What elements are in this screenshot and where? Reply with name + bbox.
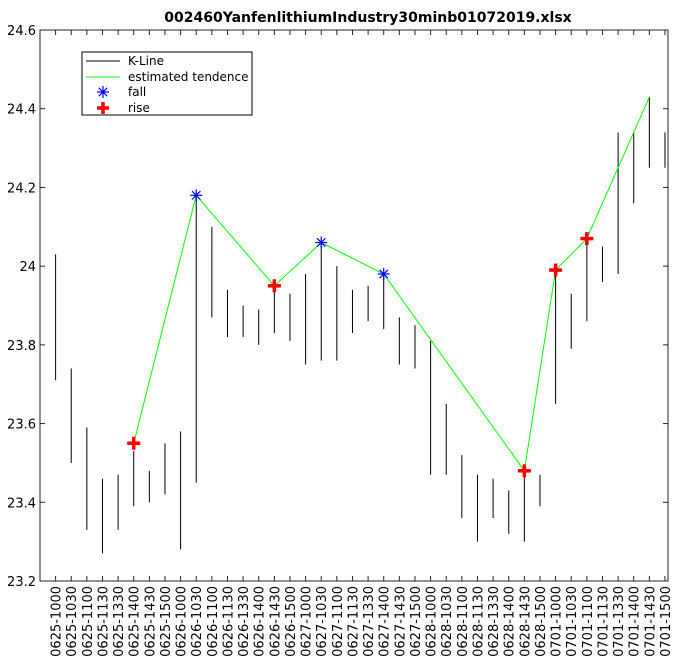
- y-tick-label: 24.2: [7, 181, 36, 196]
- y-tick-label: 23.4: [7, 496, 36, 511]
- x-tick-label: 0628-1030: [440, 586, 455, 657]
- x-tick-label: 0626-1130: [221, 586, 236, 657]
- legend-kline-label: K-Line: [128, 54, 164, 68]
- x-tick-label: 0625-1500: [159, 586, 174, 657]
- legend-fall-swatch: [97, 86, 109, 98]
- x-tick-label: 0701-1400: [628, 586, 643, 657]
- x-tick-label: 0627-1430: [393, 586, 408, 657]
- plot-frame: [39, 29, 669, 582]
- x-tick-label: 0627-1400: [378, 586, 393, 657]
- x-tick-label: 0628-1000: [425, 586, 440, 657]
- x-tick-label: 0626-1100: [206, 586, 221, 657]
- rise-marker: [549, 263, 563, 277]
- legend: K-Line estimated tendence fall rise: [81, 51, 253, 116]
- x-tick-label: 0701-1030: [565, 586, 580, 657]
- fall-marker: [315, 236, 328, 249]
- legend-tendence-label: estimated tendence: [128, 70, 249, 84]
- rise-marker: [517, 464, 531, 478]
- x-tick-label: 0628-1500: [534, 586, 549, 657]
- fall-marker: [377, 268, 390, 281]
- x-tick-label: 0628-1100: [456, 586, 471, 657]
- legend-rise-label: rise: [128, 101, 150, 115]
- x-tick-label: 0625-1430: [143, 586, 158, 657]
- x-tick-label: 0625-1330: [112, 586, 127, 657]
- x-tick-label: 0701-1500: [659, 586, 674, 657]
- y-tick-label: 24.4: [7, 103, 36, 118]
- x-tick-label: 0627-1030: [315, 586, 330, 657]
- x-tick-label: 0701-1330: [612, 586, 627, 657]
- y-tick-label: 23.8: [7, 339, 36, 354]
- rise-marker: [127, 436, 141, 450]
- x-tick-label: 0628-1430: [518, 586, 533, 657]
- fall-series: [190, 189, 390, 281]
- x-tick-label: 0625-1400: [128, 586, 143, 657]
- y-axis: 23.2 23.4 23.6 23.8 24 24.2 24.4 24.6: [7, 24, 668, 590]
- x-tick-label: 0628-1130: [471, 586, 486, 657]
- x-tick-label: 0625-1030: [65, 586, 80, 657]
- x-tick-label: 0625-1130: [96, 586, 111, 657]
- x-tick-label: 0701-1130: [596, 586, 611, 657]
- x-tick-label: 0626-1400: [253, 586, 268, 657]
- y-tick-label: 24.6: [7, 24, 36, 39]
- x-tick-label: 0627-1130: [346, 586, 361, 657]
- x-tick-label: 0627-1000: [300, 586, 315, 657]
- x-tick-label: 0701-1100: [581, 586, 596, 657]
- x-tick-label: 0626-1030: [190, 586, 205, 657]
- x-tick-label: 0627-1330: [362, 586, 377, 657]
- rise-series: [127, 232, 594, 478]
- x-tick-label: 0627-1100: [331, 586, 346, 657]
- x-tick-label: 0701-1000: [550, 586, 565, 657]
- x-tick-label: 0625-1100: [81, 586, 96, 657]
- x-tick-label: 0627-1500: [409, 586, 424, 657]
- x-tick-label: 0626-1330: [237, 586, 252, 657]
- rise-marker: [267, 279, 281, 293]
- y-tick-label: 23.2: [7, 575, 36, 590]
- legend-fall-label: fall: [128, 85, 146, 99]
- x-tick-label: 0625-1000: [50, 586, 65, 657]
- x-tick-label: 0701-1430: [643, 586, 658, 657]
- legend-box: [81, 51, 253, 116]
- y-tick-label: 24: [19, 260, 36, 275]
- legend-rise-swatch: [97, 102, 109, 114]
- x-tick-label: 0626-1430: [268, 586, 283, 657]
- plot-area: [40, 30, 668, 581]
- x-tick-label: 0628-1330: [487, 586, 502, 657]
- chart-title: 002460YanfenlithiumIndustry30minb0107201…: [164, 10, 571, 26]
- x-axis: 0625-1000 0625-1030 0625-1100 0625-1130 0625…: [50, 30, 674, 657]
- fall-marker: [190, 189, 203, 202]
- rise-marker: [580, 232, 594, 246]
- y-tick-label: 23.6: [7, 418, 36, 433]
- x-tick-label: 0628-1400: [503, 586, 518, 657]
- x-tick-label: 0626-1000: [175, 586, 190, 657]
- x-tick-label: 0626-1500: [284, 586, 299, 657]
- kline-series: [55, 96, 666, 554]
